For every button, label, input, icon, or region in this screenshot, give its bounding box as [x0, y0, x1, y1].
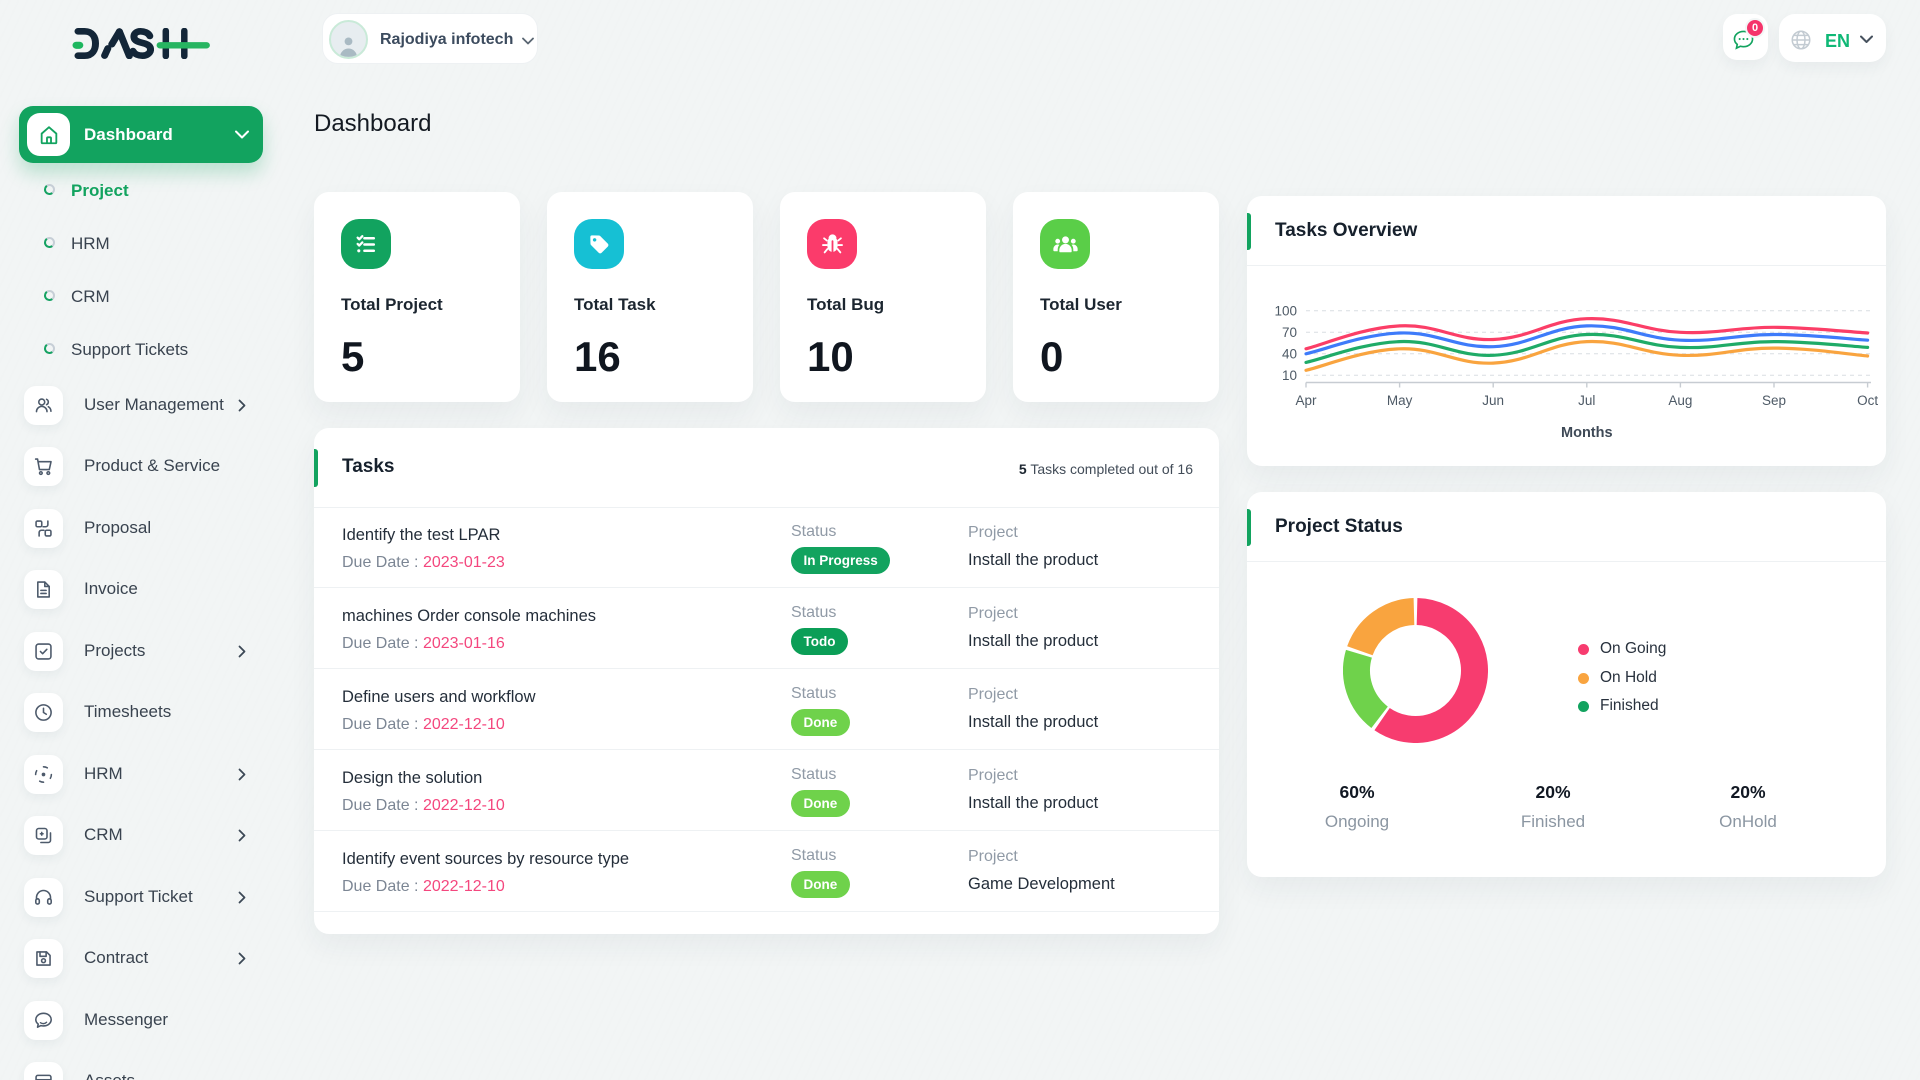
svg-text:Apr: Apr [1295, 393, 1317, 408]
svg-text:Aug: Aug [1668, 393, 1692, 408]
svg-text:40: 40 [1282, 346, 1297, 361]
svg-text:100: 100 [1274, 303, 1297, 318]
svg-text:70: 70 [1282, 325, 1297, 340]
svg-text:Jul: Jul [1578, 393, 1595, 408]
svg-text:Sep: Sep [1762, 393, 1786, 408]
svg-text:Jun: Jun [1482, 393, 1504, 408]
svg-text:Months: Months [1561, 425, 1613, 441]
svg-text:May: May [1387, 393, 1413, 408]
svg-text:10: 10 [1282, 368, 1297, 383]
svg-text:Oct: Oct [1857, 393, 1878, 408]
